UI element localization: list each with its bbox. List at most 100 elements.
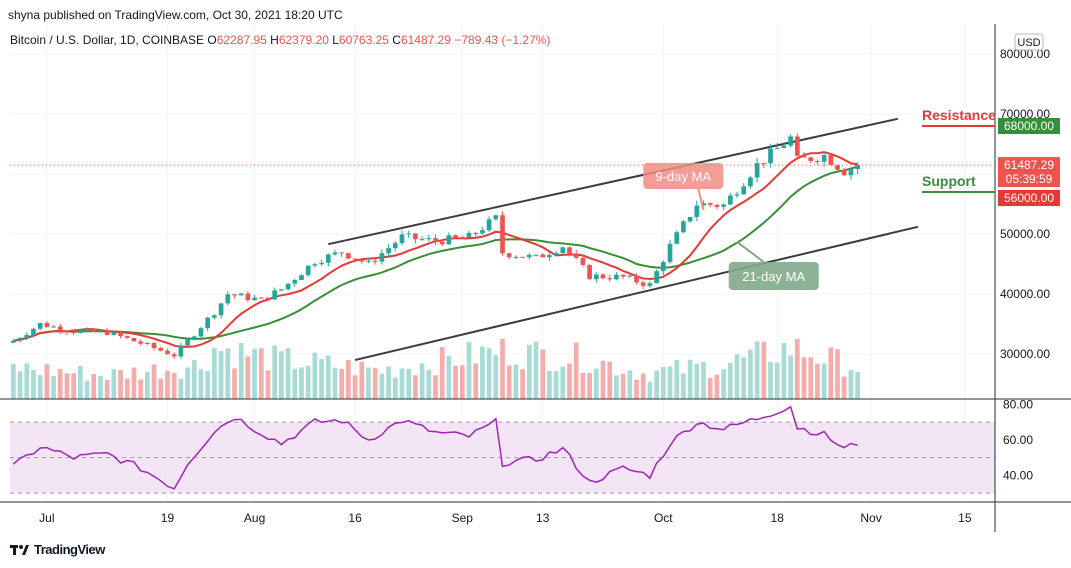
candle-body[interactable] bbox=[118, 332, 123, 337]
candle-body[interactable] bbox=[78, 330, 83, 334]
candle-body[interactable] bbox=[64, 331, 70, 333]
candle-body[interactable] bbox=[727, 195, 733, 205]
candle-body[interactable] bbox=[707, 203, 713, 205]
candle-body[interactable] bbox=[741, 186, 747, 195]
candle-body[interactable] bbox=[801, 155, 807, 158]
candle-body[interactable] bbox=[781, 145, 787, 148]
candle-body[interactable] bbox=[681, 221, 686, 233]
candle-body[interactable] bbox=[71, 332, 77, 334]
candle-body[interactable] bbox=[158, 348, 164, 351]
candle-body[interactable] bbox=[453, 235, 458, 238]
candle-body[interactable] bbox=[480, 230, 485, 234]
candle-body[interactable] bbox=[131, 337, 137, 342]
candle-body[interactable] bbox=[607, 278, 613, 280]
candle-body[interactable] bbox=[473, 232, 479, 234]
candle-body[interactable] bbox=[533, 254, 539, 256]
candle-body[interactable] bbox=[520, 256, 525, 258]
candle-body[interactable] bbox=[640, 282, 646, 286]
candle-body[interactable] bbox=[205, 317, 211, 329]
candle-body[interactable] bbox=[145, 343, 150, 345]
candle-body[interactable] bbox=[526, 254, 532, 258]
candle-body[interactable] bbox=[687, 216, 693, 222]
candle-body[interactable] bbox=[44, 323, 50, 328]
candle-body[interactable] bbox=[553, 253, 559, 256]
candle-body[interactable] bbox=[366, 260, 371, 262]
candle-body[interactable] bbox=[486, 219, 492, 231]
candle-body[interactable] bbox=[701, 203, 706, 206]
candle-body[interactable] bbox=[734, 194, 740, 196]
candle-body[interactable] bbox=[292, 279, 298, 284]
candle-body[interactable] bbox=[258, 297, 264, 299]
candle-body[interactable] bbox=[225, 294, 231, 304]
candle-body[interactable] bbox=[185, 339, 190, 346]
candle-body[interactable] bbox=[178, 345, 184, 357]
candle-body[interactable] bbox=[506, 253, 512, 258]
candle-body[interactable] bbox=[379, 253, 385, 262]
candle-body[interactable] bbox=[198, 328, 204, 337]
candle-body[interactable] bbox=[560, 247, 566, 254]
candle-body[interactable] bbox=[406, 233, 412, 235]
candle-body[interactable] bbox=[547, 255, 552, 258]
candle-body[interactable] bbox=[312, 264, 318, 266]
candle-body[interactable] bbox=[84, 328, 90, 331]
candle-body[interactable] bbox=[654, 271, 659, 284]
candle-body[interactable] bbox=[104, 330, 110, 335]
candle-body[interactable] bbox=[500, 215, 505, 254]
candle-body[interactable] bbox=[238, 293, 244, 296]
candle-body[interactable] bbox=[446, 235, 452, 245]
candle-body[interactable] bbox=[399, 234, 405, 244]
channel-upper-line[interactable] bbox=[328, 117, 899, 246]
candle-body[interactable] bbox=[191, 336, 197, 340]
candle-body[interactable] bbox=[855, 165, 860, 169]
candle-body[interactable] bbox=[660, 261, 666, 272]
candle-body[interactable] bbox=[285, 283, 291, 290]
candle-body[interactable] bbox=[346, 253, 351, 259]
candle-body[interactable] bbox=[272, 290, 278, 300]
candle-body[interactable] bbox=[332, 252, 338, 255]
candle-body[interactable] bbox=[372, 260, 378, 262]
candle-body[interactable] bbox=[426, 238, 432, 240]
candle-body[interactable] bbox=[848, 168, 854, 176]
candle-body[interactable] bbox=[24, 334, 30, 339]
candle-body[interactable] bbox=[151, 343, 157, 349]
candle-body[interactable] bbox=[768, 148, 773, 164]
candle-body[interactable] bbox=[493, 215, 499, 220]
candle-body[interactable] bbox=[567, 247, 572, 254]
candle-body[interactable] bbox=[587, 264, 592, 280]
candle-body[interactable] bbox=[794, 136, 800, 156]
candle-body[interactable] bbox=[627, 275, 633, 277]
candle-body[interactable] bbox=[466, 232, 472, 238]
candle-body[interactable] bbox=[788, 136, 793, 146]
candle-body[interactable] bbox=[57, 326, 63, 332]
candle-body[interactable] bbox=[252, 297, 257, 301]
candle-body[interactable] bbox=[714, 204, 720, 207]
candle-body[interactable] bbox=[392, 243, 398, 249]
candle-body[interactable] bbox=[540, 254, 546, 258]
candle-body[interactable] bbox=[218, 303, 224, 316]
candle-body[interactable] bbox=[319, 262, 324, 265]
candle-body[interactable] bbox=[339, 252, 345, 254]
candle-body[interactable] bbox=[37, 323, 43, 329]
candle-body[interactable] bbox=[721, 204, 726, 207]
candle-body[interactable] bbox=[386, 248, 391, 254]
candle-body[interactable] bbox=[647, 283, 653, 286]
candle-body[interactable] bbox=[593, 274, 599, 280]
price-chart[interactable]: 80000.0070000.0060000.0050000.0040000.00… bbox=[0, 24, 1071, 534]
candle-body[interactable] bbox=[245, 293, 251, 301]
candle-body[interactable] bbox=[600, 274, 606, 279]
candle-body[interactable] bbox=[305, 265, 311, 276]
candle-body[interactable] bbox=[835, 165, 840, 170]
candle-body[interactable] bbox=[111, 332, 117, 335]
candle-body[interactable] bbox=[265, 297, 271, 300]
candle-body[interactable] bbox=[754, 163, 760, 178]
candle-body[interactable] bbox=[98, 330, 103, 332]
candle-body[interactable] bbox=[433, 238, 438, 242]
candle-body[interactable] bbox=[748, 177, 753, 187]
candle-body[interactable] bbox=[580, 257, 586, 265]
candle-body[interactable] bbox=[124, 336, 130, 338]
candle-body[interactable] bbox=[138, 341, 144, 344]
candle-body[interactable] bbox=[620, 274, 626, 277]
candle-body[interactable] bbox=[761, 163, 767, 165]
candle-body[interactable] bbox=[694, 205, 700, 217]
candle-body[interactable] bbox=[165, 350, 170, 355]
